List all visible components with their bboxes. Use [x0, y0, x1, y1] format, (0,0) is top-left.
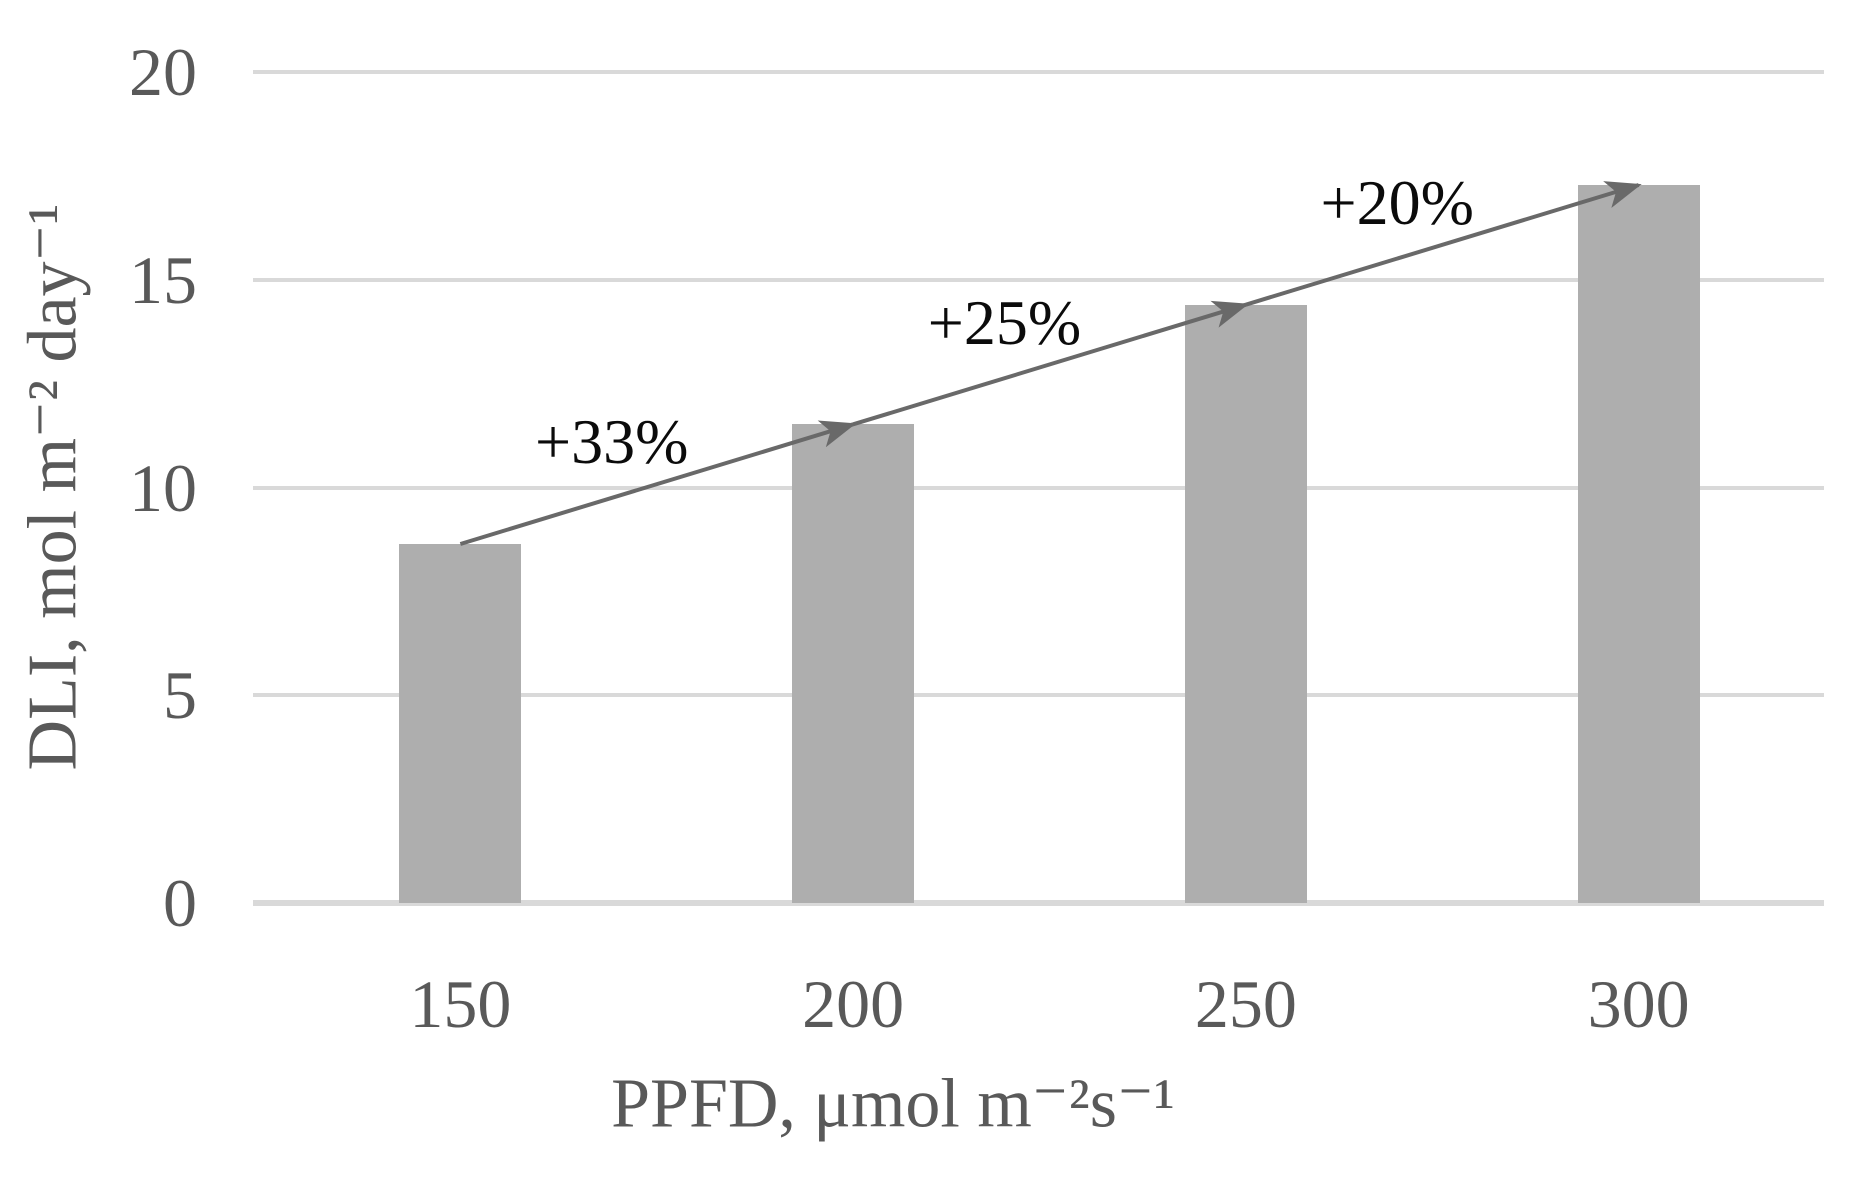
y-tick-label: 5 — [163, 657, 197, 734]
gridline-y-20 — [253, 70, 1824, 74]
bar-150 — [399, 544, 522, 903]
y-tick-label: 0 — [163, 865, 197, 941]
x-tick-label: 150 — [409, 966, 512, 1042]
gridline-y-10 — [253, 485, 1824, 490]
growth-annotation: +25% — [927, 286, 1082, 358]
x-tick-label: 250 — [1194, 966, 1297, 1042]
x-tick-label: 200 — [802, 966, 905, 1042]
gridline-y-15 — [253, 277, 1824, 282]
gridline-y-5 — [253, 693, 1824, 698]
bar-250 — [1184, 304, 1307, 903]
y-tick-label: 10 — [129, 449, 197, 526]
growth-annotation: +20% — [1320, 166, 1474, 238]
x-tick-label: 300 — [1587, 966, 1690, 1042]
bar-200 — [792, 424, 915, 903]
y-tick-label: 15 — [129, 241, 197, 318]
x-axis-title: PPFD, μmol m⁻²s⁻¹ — [611, 1065, 1175, 1143]
trend-arrow-segment — [1245, 181, 1642, 307]
trend-arrow-segment — [852, 300, 1249, 427]
growth-annotation: +33% — [535, 406, 689, 478]
trend-arrow-segment — [459, 420, 857, 546]
gridline-y-0 — [253, 900, 1824, 906]
bar-300 — [1577, 185, 1700, 903]
y-tick-label: 20 — [129, 34, 197, 110]
